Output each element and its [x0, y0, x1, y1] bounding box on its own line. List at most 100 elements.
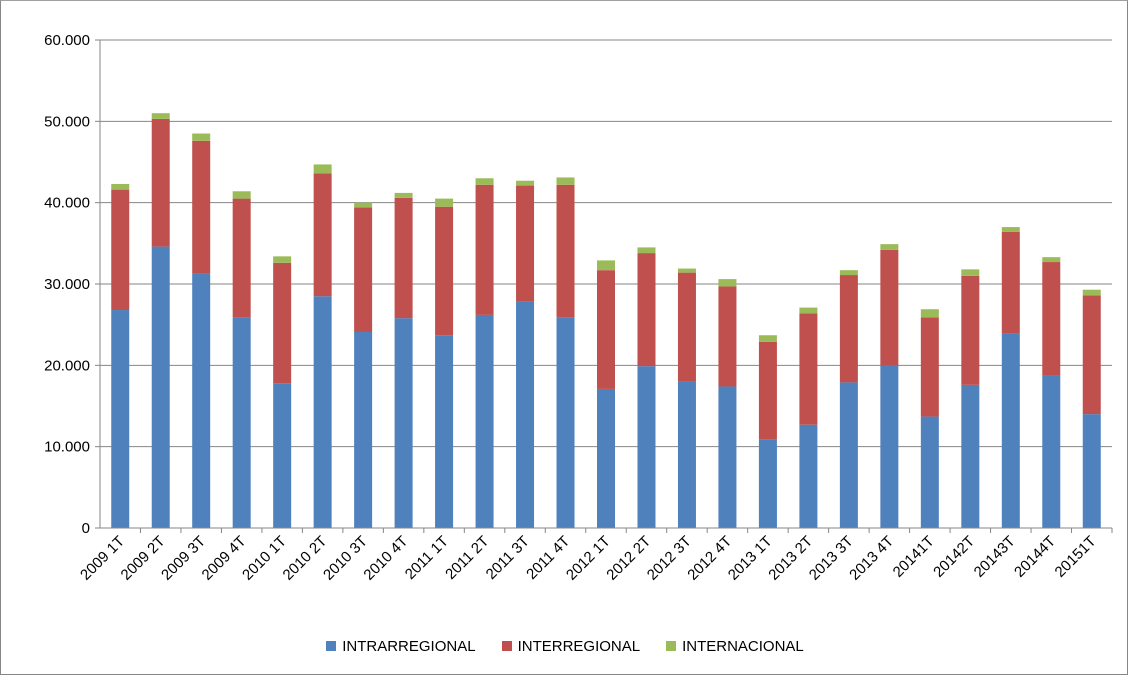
bar-segment-interregional — [718, 286, 737, 387]
bar-segment-interregional — [1082, 295, 1101, 415]
x-tick-label: 20151T — [1052, 533, 1100, 581]
bar-segment-internacional — [637, 247, 656, 254]
bar-segment-intrarregional — [677, 381, 696, 528]
x-tick-label: 2009 1T — [77, 533, 128, 584]
x-tick-label: 2012 4T — [684, 533, 735, 584]
x-tick-label: 2013 3T — [806, 533, 857, 584]
bar-segment-interregional — [354, 207, 373, 332]
bar-segment-interregional — [1042, 262, 1061, 376]
x-tick-label: 2009 2T — [118, 533, 169, 584]
bar-segment-internacional — [880, 244, 899, 250]
x-tick-label: 2009 4T — [199, 533, 250, 584]
bar-segment-internacional — [1001, 227, 1020, 232]
bar-segment-internacional — [516, 180, 535, 186]
bar-segment-intrarregional — [1082, 414, 1101, 528]
bar-segment-internacional — [475, 178, 494, 185]
bar-segment-intrarregional — [597, 388, 615, 528]
y-tick-label: 0 — [82, 520, 90, 537]
x-tick-label: 2013 4T — [846, 533, 897, 584]
bar-segment-interregional — [677, 272, 696, 382]
bar-segment-internacional — [961, 269, 980, 276]
x-tick-label: 2011 3T — [483, 533, 533, 583]
x-tick-label: 2012 2T — [603, 533, 654, 584]
legend-item-interregional: INTERREGIONAL — [501, 635, 641, 657]
y-tick-label: 40.000 — [44, 195, 90, 212]
x-tick-label: 2012 1T — [563, 533, 614, 584]
bar-segment-interregional — [758, 341, 777, 440]
bar-segment-interregional — [435, 206, 454, 336]
bar-segment-interregional — [475, 184, 494, 315]
x-tick-label: 2010 2T — [280, 533, 331, 584]
bar-segment-intrarregional — [475, 314, 494, 528]
legend-item-intrarregional: INTRARREGIONAL — [326, 635, 476, 657]
bar-segment-intrarregional — [556, 317, 575, 528]
bar-segment-interregional — [516, 185, 535, 302]
legend-swatch — [326, 641, 337, 651]
y-tick-label: 10.000 — [44, 439, 90, 456]
bar-segment-interregional — [880, 249, 899, 366]
x-tick-label: 2009 3T — [158, 533, 209, 584]
bar-segment-intrarregional — [151, 246, 170, 528]
bar-segment-intrarregional — [354, 331, 373, 528]
x-tick-label: 20142T — [930, 533, 978, 581]
x-tick-label: 20143T — [971, 533, 1019, 581]
bar-segment-interregional — [151, 118, 170, 247]
x-tick-label: 20141T — [890, 533, 938, 581]
bar-segment-internacional — [1042, 257, 1061, 263]
bar-segment-internacional — [232, 191, 251, 199]
bar-segment-interregional — [313, 173, 332, 297]
legend-label: INTERREGIONAL — [517, 637, 641, 655]
bar-segment-internacional — [920, 309, 939, 318]
bar-segment-internacional — [839, 270, 858, 276]
x-tick-label: 2013 2T — [765, 533, 816, 584]
bar-segment-interregional — [637, 253, 656, 367]
bar-segment-interregional — [920, 317, 939, 417]
bar-segment-internacional — [799, 307, 818, 314]
x-tick-label: 2010 3T — [320, 533, 371, 584]
y-tick-label: 20.000 — [44, 357, 90, 374]
bar-segment-intrarregional — [516, 301, 535, 528]
bar-segment-interregional — [1001, 231, 1020, 334]
bar-segment-intrarregional — [637, 366, 656, 528]
bar-segment-internacional — [151, 113, 170, 119]
bar-segment-internacional — [394, 192, 413, 198]
bar-segment-intrarregional — [1042, 375, 1061, 528]
bars — [111, 113, 1101, 528]
x-tick-label: 2011 1T — [402, 533, 452, 583]
bar-segment-internacional — [718, 279, 737, 287]
bar-segment-internacional — [273, 256, 292, 263]
bar-segment-internacional — [758, 335, 777, 342]
legend-label: INTRARREGIONAL — [342, 637, 476, 655]
bar-segment-intrarregional — [313, 296, 332, 528]
bar-segment-intrarregional — [961, 384, 980, 528]
bar-segment-interregional — [273, 262, 292, 384]
bar-segment-internacional — [677, 268, 696, 273]
bar-segment-internacional — [435, 198, 454, 207]
bar-segment-intrarregional — [273, 383, 292, 528]
bar-segment-interregional — [799, 313, 818, 425]
legend-label: INTERNACIONAL — [682, 637, 804, 655]
bar-segment-intrarregional — [839, 382, 858, 528]
bar-segment-interregional — [556, 184, 575, 318]
x-tick-label: 2013 1T — [725, 533, 776, 584]
legend-item-internacional: INTERNACIONAL — [666, 635, 804, 657]
x-tick-label: 20144T — [1011, 533, 1059, 581]
y-axis: 0 10.000 20.000 30.000 40.000 50.000 60.000 — [44, 32, 101, 537]
bar-segment-interregional — [839, 275, 858, 383]
y-tick-label: 50.000 — [44, 113, 90, 130]
x-tick-label: 2011 2T — [442, 533, 492, 583]
bar-segment-intrarregional — [1001, 333, 1020, 528]
bar-segment-internacional — [192, 133, 211, 141]
bar-segment-internacional — [597, 260, 615, 271]
bar-segment-interregional — [111, 189, 130, 311]
bar-segment-interregional — [961, 275, 980, 385]
bar-segment-intrarregional — [920, 416, 939, 528]
bar-segment-internacional — [556, 177, 575, 185]
y-tick-label: 60.000 — [44, 32, 90, 49]
bar-segment-interregional — [394, 197, 413, 319]
bar-segment-internacional — [1082, 289, 1101, 296]
bar-segment-intrarregional — [111, 310, 130, 528]
x-tick-label: 2010 4T — [360, 533, 411, 584]
